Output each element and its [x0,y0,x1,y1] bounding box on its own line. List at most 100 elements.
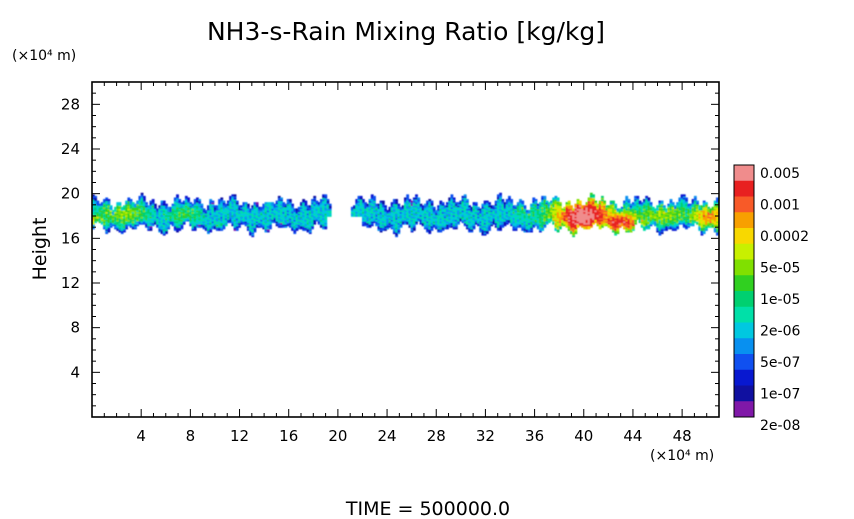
heatmap-cell [235,202,239,205]
heatmap-cell [574,219,578,222]
heatmap-cell [523,206,527,209]
heatmap-cell [556,203,560,206]
heatmap-cell [547,211,551,214]
heatmap-cell [572,231,576,235]
heatmap-cell [229,211,233,214]
heatmap-cell [142,209,146,213]
heatmap-cell [521,202,525,205]
heatmap-cell [253,208,257,211]
heatmap-cell [156,217,159,220]
heatmap-cell [501,203,505,206]
heatmap-cell [488,225,491,228]
heatmap-cell [147,227,151,230]
heatmap-cell [266,209,270,213]
heatmap-cell [691,211,695,214]
heatmap-cell [151,206,155,209]
heatmap-cell [200,206,204,209]
heatmap-cell [280,214,283,217]
heatmap-cell [160,217,164,220]
heatmap-cell [353,211,356,214]
heatmap-cell [94,219,98,222]
heatmap-cell [494,203,498,206]
heatmap-cell [302,219,306,222]
heatmap-cell [211,200,215,203]
heatmap-cell [468,230,472,233]
heatmap-cell [284,203,288,206]
heatmap-cell [142,203,146,206]
heatmap-cell [423,222,427,225]
heatmap-cell [184,197,188,200]
heatmap-cell [505,209,509,213]
heatmap-cell [696,202,699,205]
heatmap-cell [545,217,549,220]
heatmap-cell [667,224,671,227]
heatmap-cell [264,220,268,224]
heatmap-cell [605,219,609,222]
heatmap-cell [280,200,283,203]
heatmap-cell [204,217,208,220]
heatmap-cell [220,222,224,225]
heatmap-cell [527,230,531,233]
heatmap-cell [510,199,514,202]
heatmap-cell [474,214,478,217]
heatmap-cell [377,228,381,231]
heatmap-cell [585,214,589,217]
heatmap-cell [468,228,472,231]
heatmap-cell [426,225,429,228]
heatmap-cell [605,217,609,220]
heatmap-cell [649,214,653,217]
heatmap-cell [359,211,363,214]
heatmap-cell [377,205,381,208]
heatmap-cell [315,208,319,211]
heatmap-cell [501,220,505,224]
heatmap-cell [521,214,525,217]
heatmap-cell [638,216,642,219]
heatmap-cell [716,206,719,209]
heatmap-cell [288,219,292,222]
heatmap-cell [472,211,476,214]
heatmap-cell [366,214,370,217]
heatmap-cell [180,225,184,228]
heatmap-cell [319,220,323,224]
heatmap-cell [229,199,233,202]
heatmap-cell [682,209,686,213]
heatmap-cell [100,214,104,217]
heatmap-cell [512,228,516,231]
heatmap-cell [461,203,465,206]
heatmap-cell [481,205,485,208]
heatmap-cell [603,203,606,206]
heatmap-cell [627,217,631,220]
heatmap-cell [479,230,483,233]
heatmap-cell [578,208,582,211]
heatmap-cell [269,208,272,211]
heatmap-cell [527,217,531,220]
heatmap-cell [565,203,569,206]
heatmap-cell [441,205,445,208]
heatmap-cell [277,205,281,208]
heatmap-cell [676,216,680,219]
heatmap-cell [218,228,221,231]
heatmap-cell [189,202,193,205]
heatmap-cell [578,222,582,225]
heatmap-cell [465,205,469,208]
heatmap-cell [149,211,153,214]
heatmap-cell [660,227,664,230]
heatmap-cell [224,214,228,217]
heatmap-cell [423,206,427,209]
heatmap-cell [481,230,485,233]
heatmap-cell [583,219,587,222]
heatmap-cell [235,213,239,216]
heatmap-cell [235,211,239,214]
heatmap-cell [651,219,655,222]
heatmap-cell [696,217,699,220]
heatmap-cell [406,195,410,199]
heatmap-cell [707,220,711,224]
heatmap-cell [282,219,286,222]
heatmap-cell [698,217,702,220]
heatmap-cell [461,220,465,224]
heatmap-cell [450,205,454,208]
heatmap-cell [213,209,217,213]
heatmap-cell [215,225,219,228]
heatmap-cell [483,205,487,208]
heatmap-cell [623,209,626,213]
